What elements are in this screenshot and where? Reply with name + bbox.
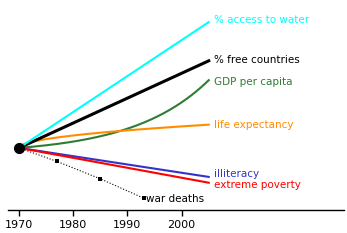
Text: life expectancy: life expectancy [214,120,294,130]
Text: GDP per capita: GDP per capita [214,77,293,87]
Text: % free countries: % free countries [214,55,300,65]
Text: % access to water: % access to water [214,15,309,25]
Text: illiteracy: illiteracy [214,169,259,179]
Text: extreme poverty: extreme poverty [214,180,301,190]
Text: war deaths: war deaths [146,194,204,204]
